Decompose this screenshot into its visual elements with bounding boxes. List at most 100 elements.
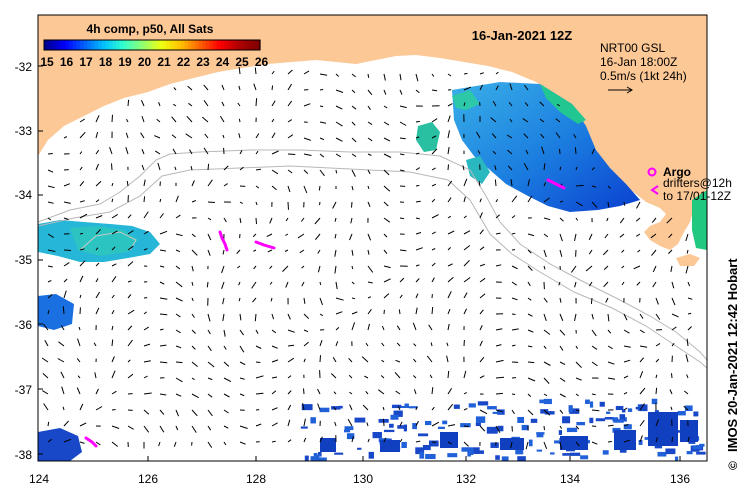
sst-speckle [389,424,394,428]
current-vector [112,199,113,202]
current-vector [432,90,437,91]
sst-speckle [570,453,580,456]
colorbar-segment [192,40,196,50]
colorbar-segment [238,40,242,50]
sst-speckle [569,405,573,412]
colorbar-segment [76,40,80,50]
colorbar-segment [228,40,232,50]
sst-speckle [334,453,343,455]
current-vector [528,362,534,363]
current-vector [432,307,433,314]
colorbar-segment [116,40,120,50]
current-vector [399,309,400,314]
sst-speckle [320,408,330,412]
current-vector [352,266,353,269]
colorbar-segment [98,40,102,50]
current-vector [256,218,257,224]
x-tick-label: 134 [560,472,580,486]
sst-speckle [478,401,488,405]
sst-speckle [401,406,409,408]
colorbar-tick-label: 19 [118,55,132,69]
sst-speckle [380,440,400,452]
sst-speckle [344,430,350,433]
current-vector [384,419,385,426]
colorbar-segment [163,40,167,50]
sst-speckle [345,426,354,430]
colorbar-segment [231,40,235,50]
current-vector [464,73,468,74]
current-vector [176,362,183,363]
sst-speckle [392,405,401,408]
current-vector [608,202,609,207]
sst-speckle [476,423,481,426]
colorbar-segment [58,40,62,50]
current-vector [592,394,596,395]
current-vector [320,282,321,285]
colorbar-tick-label: 18 [99,55,113,69]
sst-speckle [589,418,593,423]
sst-speckle [696,452,706,455]
sst-speckle [550,452,554,454]
current-vector [448,164,449,170]
colorbar-segment [44,40,48,50]
y-tick-label: -35 [15,253,33,267]
colorbar-segment [224,40,228,50]
sst-speckle [493,412,502,414]
sst-speckle [355,418,366,423]
sst-speckle [490,442,498,447]
sst-speckle [678,411,686,415]
sst-speckle [447,453,457,457]
colorbar-segment [181,40,185,50]
current-vector [416,185,419,186]
colorbar-segment [242,40,246,50]
colorbar-segment [105,40,109,50]
current-vector [208,202,215,203]
current-vector [512,314,516,315]
sst-speckle [314,453,318,456]
y-tick-label: -37 [15,383,33,397]
current-vector [320,355,321,362]
current-vector [448,371,449,378]
colorbar-segment [188,40,192,50]
sst-speckle [404,404,408,407]
colorbar-tick-label: 17 [79,55,93,69]
sst-speckle [357,448,361,450]
current-vector [352,298,355,299]
credit-block: © IMOS 20-Jan-2021 12:42 Hobart [725,258,740,470]
sst-speckle [628,408,632,412]
sst-speckle [476,416,485,423]
x-tick-label: 132 [456,472,476,486]
current-vector [320,90,323,91]
current-vector [560,149,561,154]
colorbar-segment [55,40,59,50]
colorbar-segment [170,40,174,50]
colorbar-segment [69,40,73,50]
colorbar-segment [166,40,170,50]
colorbar-segment [138,40,142,50]
colorbar-segment [145,40,149,50]
current-vector [368,74,369,78]
current-vector [127,181,128,186]
sst-speckle [596,418,605,421]
sst-speckle [699,444,704,447]
sst-speckle [693,412,698,417]
current-vector [272,86,273,91]
current-vector [464,426,469,427]
colorbar-segment [235,40,239,50]
colorbar-segment [120,40,124,50]
sst-speckle [562,453,570,456]
colorbar-segment [84,40,88,50]
sst-speckle [495,455,500,460]
current-vector [160,362,167,363]
sst-speckle [470,448,474,455]
sst-speckle [310,417,316,423]
current-vector [672,373,673,378]
copyright-icon: © [726,461,740,470]
sst-speckle [687,451,693,454]
sst-speckle [373,432,382,438]
current-vector [320,202,321,205]
colorbar-segment [80,40,84,50]
x-axis: 124 126 128 130 132 134 136 [29,472,690,486]
current-vector [63,306,64,314]
